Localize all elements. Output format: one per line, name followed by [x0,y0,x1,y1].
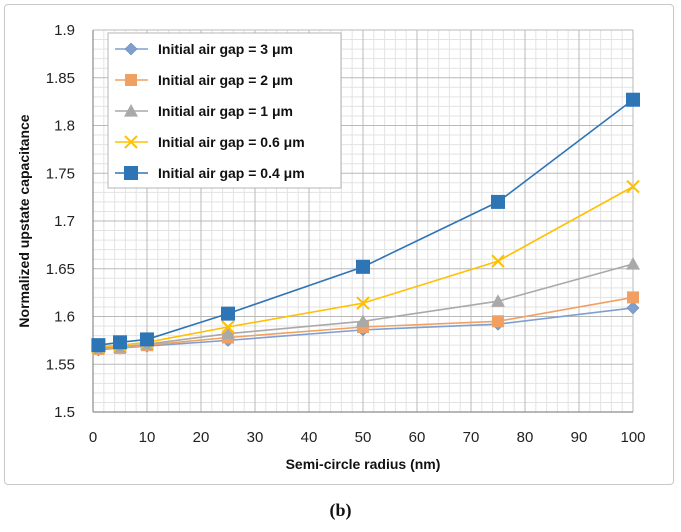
x-tick-label: 80 [517,429,534,446]
legend-marker [124,104,138,117]
y-tick-label: 1.6 [54,309,75,326]
data-point [356,259,370,274]
legend-marker [124,166,138,180]
legend-item: Initial air gap = 0.6 μm [115,134,305,150]
data-point [140,332,154,347]
data-point [491,254,505,268]
data-point [627,291,639,304]
x-axis-title: Semi-circle radius (nm) [286,456,441,472]
x-tick-label: 30 [247,429,264,446]
data-point [356,296,370,310]
data-point [221,320,235,334]
x-tick-label: 50 [355,429,372,446]
data-point [491,294,505,307]
data-point [626,256,640,270]
legend-label: Initial air gap = 1 μm [158,103,293,119]
x-tick-label: 40 [301,429,318,446]
data-point [221,326,235,340]
data-point [356,314,370,327]
y-tick-label: 1.5 [54,404,75,421]
legend-label: Initial air gap = 0.6 μm [158,134,305,150]
x-tick-label: 70 [463,429,480,446]
x-tick-label: 20 [193,429,210,446]
y-axis-title: Normalized upstate capacitance [16,114,32,327]
legend-item: Initial air gap = 2 μm [115,72,293,88]
y-tick-label: 1.85 [46,70,75,87]
y-tick-label: 1.9 [54,22,75,39]
data-point [626,301,640,315]
data-point [492,315,504,328]
data-point [491,194,505,209]
data-point [113,335,127,350]
y-tick-label: 1.7 [54,213,75,230]
y-tick-label: 1.65 [46,261,75,278]
x-tick-label: 0 [89,429,97,446]
data-point [626,179,640,194]
legend-marker [124,135,138,149]
legend: Initial air gap = 3 μm Initial air gap = … [107,32,342,189]
y-tick-label: 1.75 [46,165,75,182]
legend-item: Initial air gap = 0.4 μm [115,165,305,181]
data-point [221,306,235,321]
data-point [626,92,640,107]
x-tick-label: 10 [139,429,156,446]
x-tick-label: 90 [571,429,588,446]
y-tick-label: 1.55 [46,356,75,373]
x-tick-label: 100 [620,429,645,446]
x-tick-label: 60 [409,429,426,446]
series-5 [91,92,640,353]
data-point [91,338,106,353]
y-tick-label: 1.8 [54,118,75,135]
legend-label: Initial air gap = 2 μm [158,72,293,88]
panel-label: (b) [329,500,352,520]
legend-item: Initial air gap = 3 μm [115,41,293,57]
legend-marker [125,74,137,86]
legend-marker [124,42,138,56]
legend-label: Initial air gap = 0.4 μm [158,165,305,181]
line-chart: 0 10 20 30 40 50 60 70 80 90 100 1.5 1.55 1.6 1.65 1.7 1… [16,22,646,472]
legend-item: Initial air gap = 1 μm [115,103,293,119]
legend-label: Initial air gap = 3 μm [158,41,293,57]
